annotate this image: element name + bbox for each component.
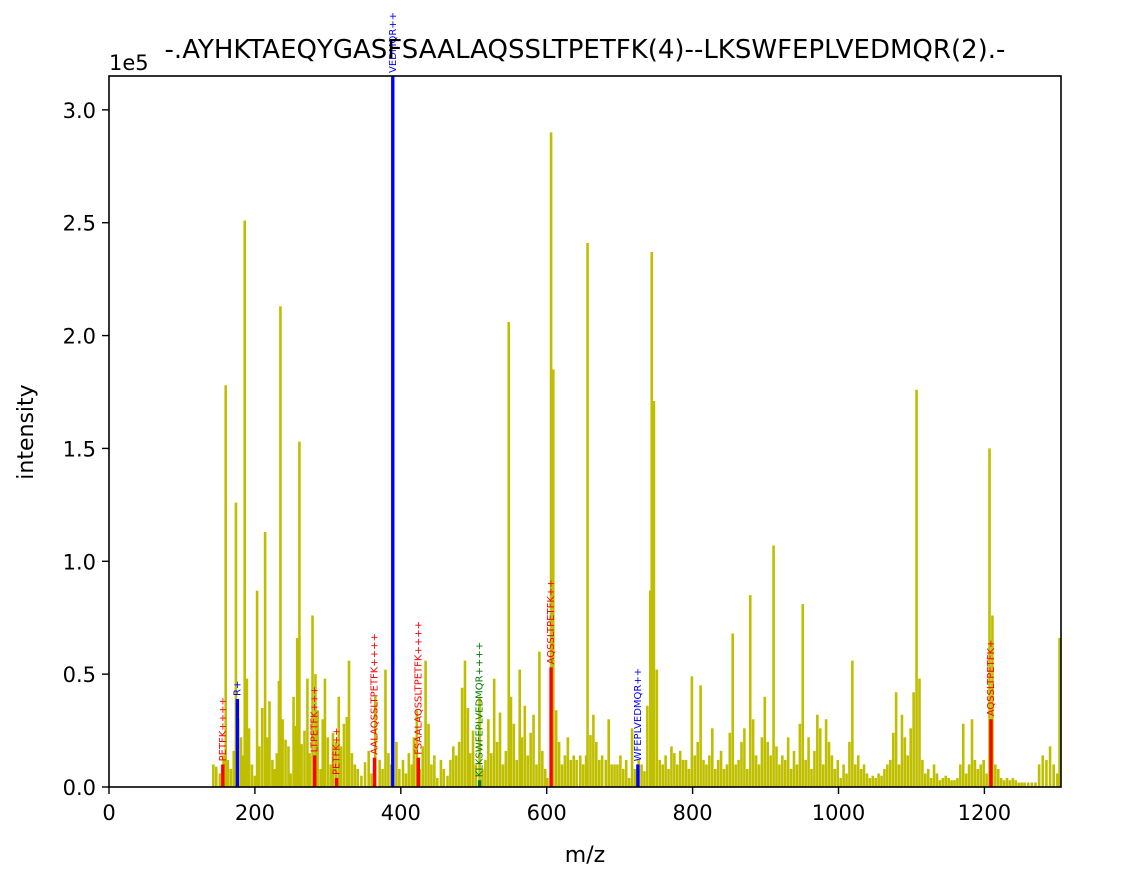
x-axis-label: m/z: [565, 843, 605, 868]
x-tick-label: 1000: [812, 801, 865, 825]
peak-annotation: AQSSLTPETFK++: [546, 579, 557, 664]
y-axis-ticks: 0.0 0.5 1.0 1.5 2.0 2.5 3.0: [63, 99, 109, 800]
y-tick-label: 1.0: [63, 550, 96, 574]
y-axis-label: intensity: [14, 384, 39, 479]
x-tick-label: 400: [381, 801, 421, 825]
x-tick-label: 800: [673, 801, 713, 825]
peak-annotation: PETFK++++: [218, 697, 229, 761]
y-tick-label: 0.0: [63, 776, 96, 800]
y-tick-label: 3.0: [63, 99, 96, 123]
bars-layer: [212, 76, 1061, 787]
y-tick-label: 0.5: [63, 663, 96, 687]
peak-annotation: FSAALAQSSLTPETFK++++: [413, 621, 424, 755]
peak-annotation: LTPETFK+++: [310, 686, 321, 752]
peak-annotation: KLKSWFEPLVEDMQR++++: [475, 642, 486, 777]
x-tick-label: 600: [527, 801, 567, 825]
annotations-layer: PETFK++++R+ LTPETFK+++ PETFK++ AALAQSSLTPET…: [218, 12, 997, 777]
y-tick-label: 2.5: [63, 212, 96, 236]
peak-annotation: WFEPLVEDMQR++: [633, 668, 644, 762]
peak-annotation: PETFK++: [332, 727, 343, 775]
x-tick-label: 1200: [958, 801, 1011, 825]
y-offset-label: 1e5: [109, 51, 149, 75]
peak-annotation: VEDMQR++: [388, 12, 399, 73]
x-tick-label: 0: [102, 801, 115, 825]
peak-annotation: AQSSLTPETFK+: [986, 640, 997, 717]
plot-frame: [108, 75, 1062, 788]
chart-title: -.AYHKTAEQYGASFSAALAQSSLTPETFK(4)--LKSWF…: [165, 35, 1006, 65]
x-axis-ticks: 0 200 400 600 800 1000 1200: [102, 787, 1011, 825]
x-tick-label: 200: [235, 801, 275, 825]
y-tick-label: 2.0: [63, 325, 96, 349]
y-tick-label: 1.5: [63, 437, 96, 461]
peak-annotation: AALAQSSLTPETFK++++: [370, 633, 381, 755]
peak-annotation: R+: [232, 681, 243, 696]
